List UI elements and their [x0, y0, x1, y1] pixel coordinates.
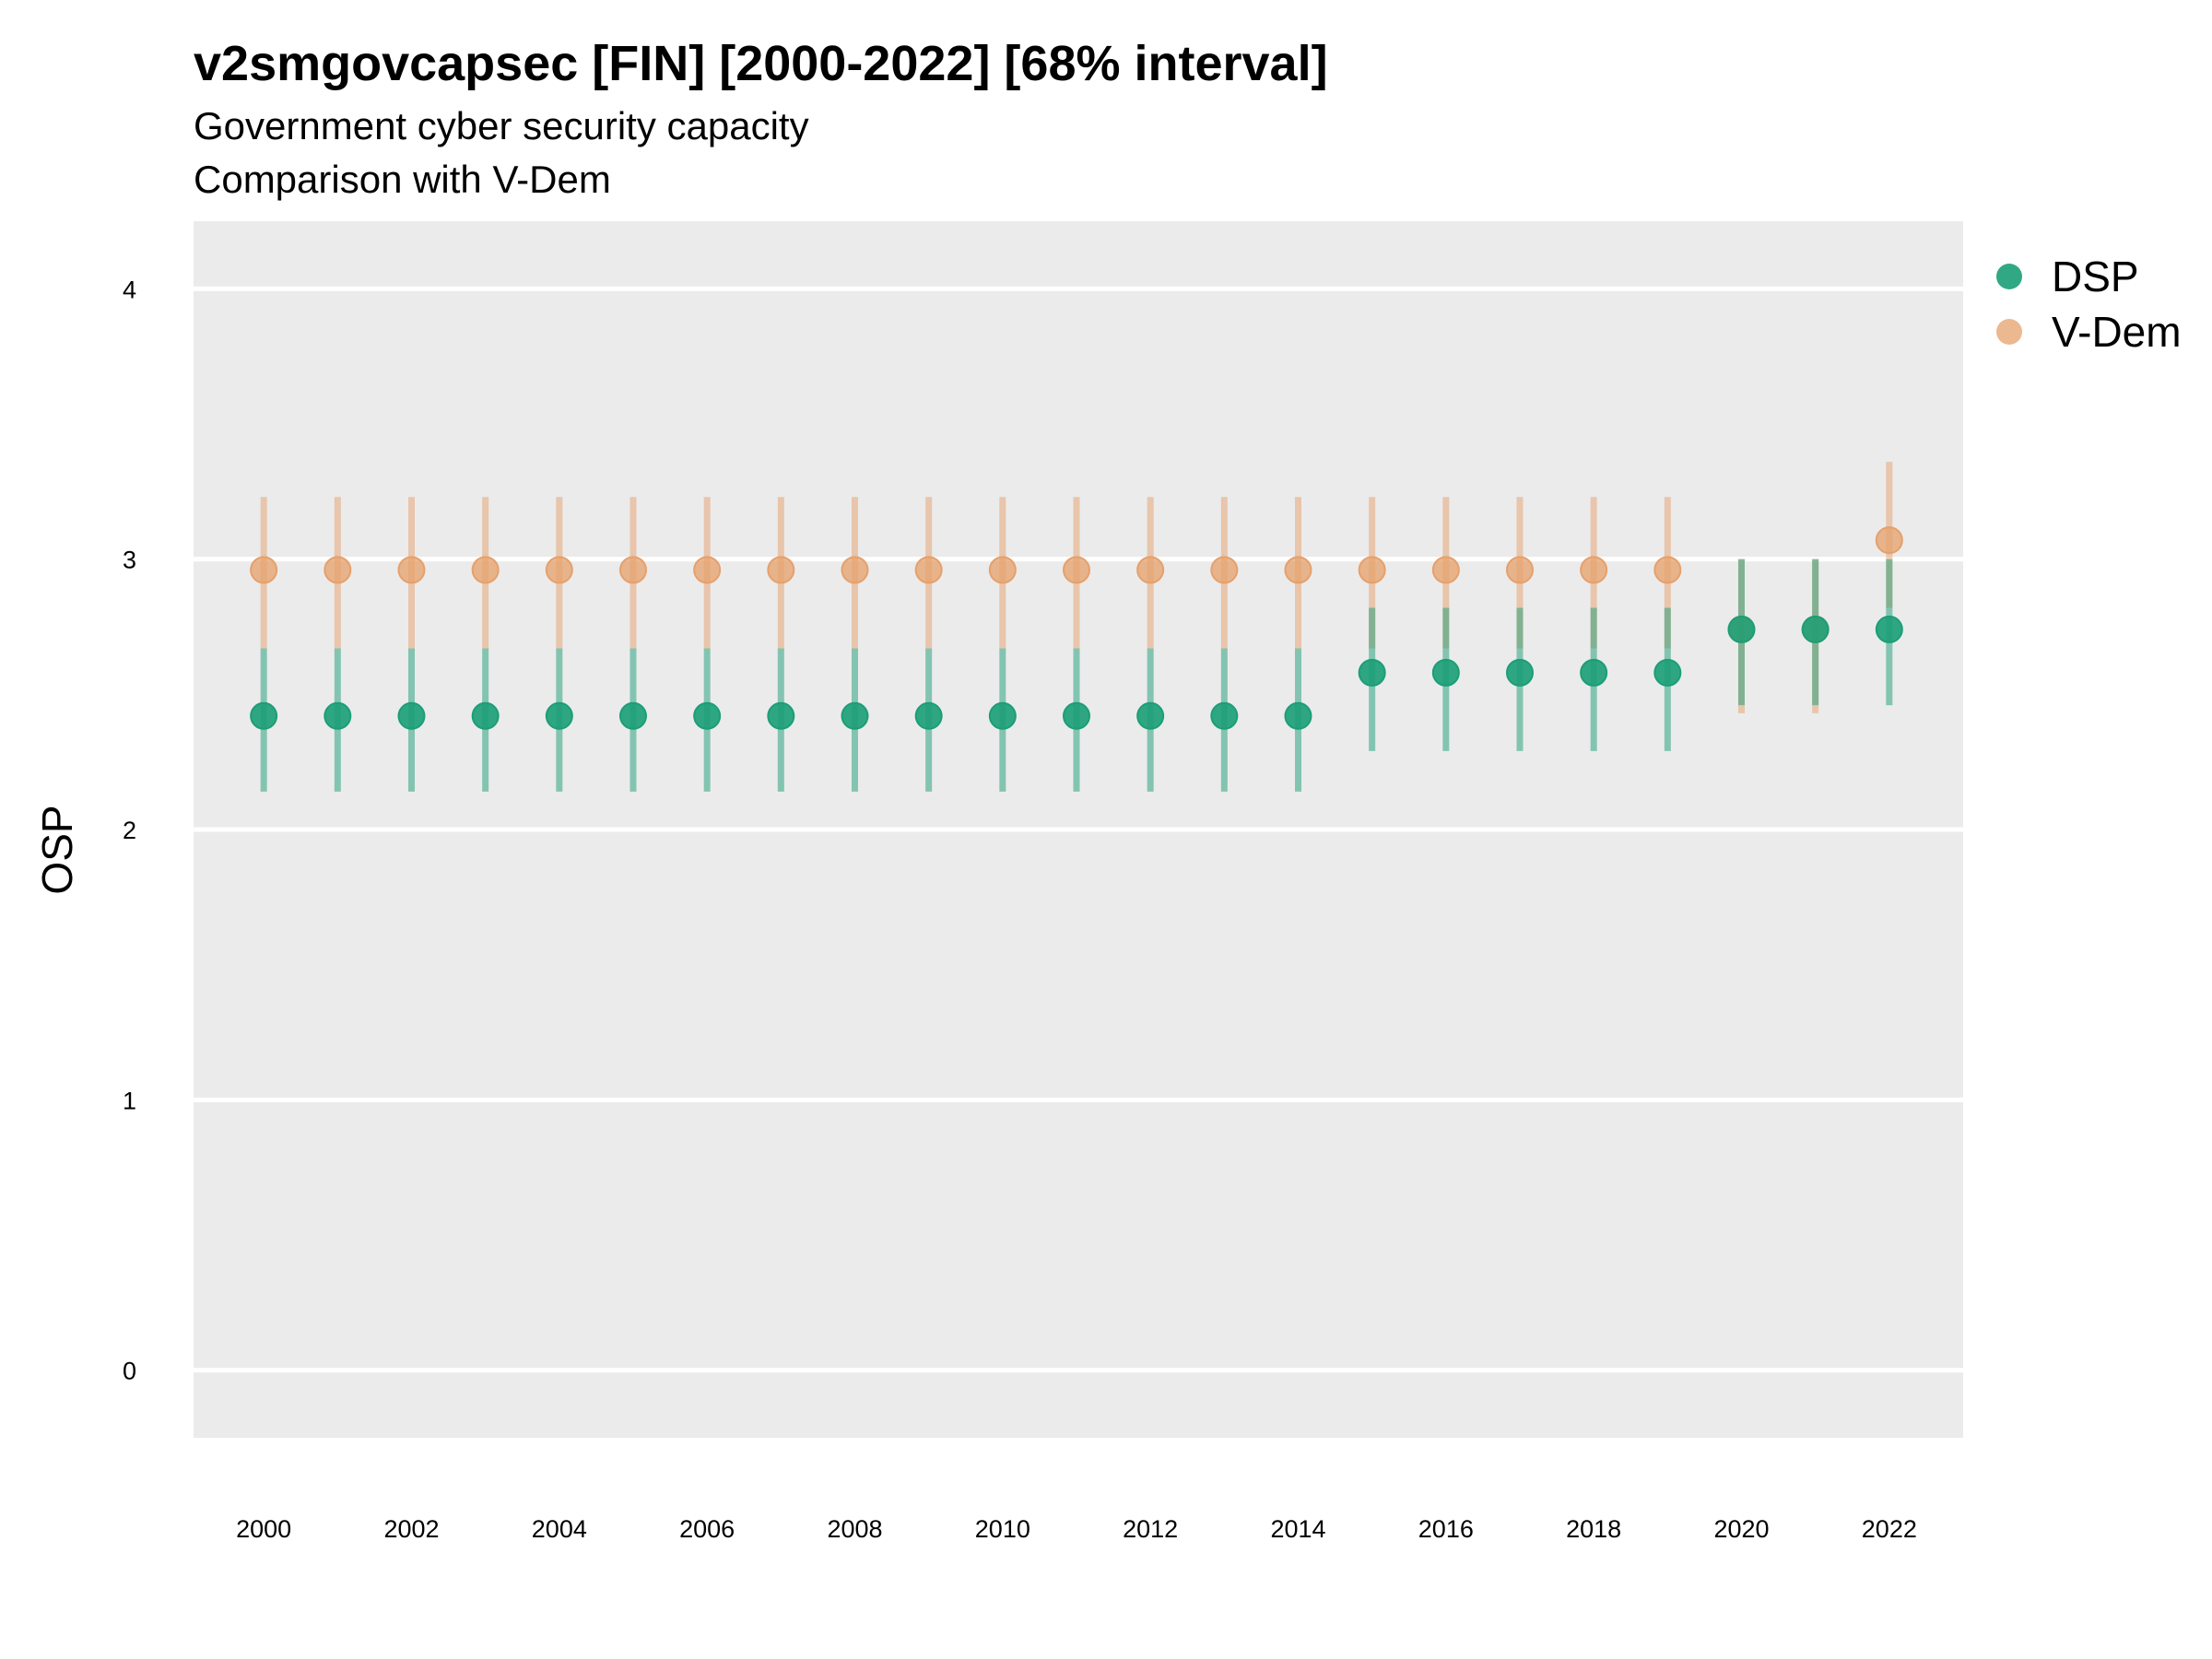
x-tick-label: 2008: [827, 1515, 882, 1543]
data-point: [767, 701, 795, 730]
legend: DSP V-Dem: [1996, 253, 2182, 356]
x-tick-label: 2012: [1123, 1515, 1178, 1543]
data-point: [1505, 556, 1534, 584]
data-point: [988, 556, 1017, 584]
y-tick-label: 2: [123, 817, 136, 844]
y-tick-labels: 0 1 2 3 4: [123, 276, 136, 1384]
data-point: [1653, 658, 1682, 687]
data-point: [324, 556, 352, 584]
x-tick-label: 2022: [1862, 1515, 1917, 1543]
x-tick-label: 2004: [532, 1515, 587, 1543]
data-point: [545, 556, 573, 584]
data-point: [397, 556, 426, 584]
y-tick-label: 3: [123, 547, 136, 574]
data-point: [914, 701, 943, 730]
y-tick-label: 1: [123, 1087, 136, 1114]
chart-subtitle-2: Comparison with V-Dem: [194, 158, 611, 201]
data-point: [1136, 701, 1165, 730]
data-point: [1727, 615, 1756, 643]
data-point: [1431, 556, 1460, 584]
x-tick-label: 2000: [236, 1515, 291, 1543]
data-point: [1210, 556, 1239, 584]
data-point: [1284, 556, 1312, 584]
data-point: [397, 701, 426, 730]
legend-marker: [1996, 319, 2022, 345]
x-tick-label: 2014: [1270, 1515, 1325, 1543]
data-point: [618, 556, 647, 584]
data-point: [618, 701, 647, 730]
legend-label: DSP: [2052, 253, 2139, 300]
data-point: [1210, 701, 1239, 730]
y-axis-label: OSP: [33, 805, 81, 894]
data-point: [250, 556, 278, 584]
data-point: [693, 556, 722, 584]
data-point: [250, 701, 278, 730]
x-tick-label: 2006: [679, 1515, 735, 1543]
data-point: [1062, 701, 1090, 730]
data-point: [1358, 658, 1386, 687]
x-tick-label: 2002: [383, 1515, 439, 1543]
x-tick-labels: 2000 2002 2004 2006 2008 2010 2012 2014 2016 2018…: [236, 1515, 1917, 1543]
x-tick-label: 2016: [1418, 1515, 1474, 1543]
data-point: [1136, 556, 1165, 584]
data-point: [841, 701, 869, 730]
x-tick-label: 2018: [1566, 1515, 1621, 1543]
data-point: [1580, 556, 1608, 584]
data-point: [1358, 556, 1386, 584]
y-tick-label: 4: [123, 276, 136, 303]
y-tick-label: 0: [123, 1358, 136, 1385]
data-point: [841, 556, 869, 584]
data-point: [1653, 556, 1682, 584]
x-tick-label: 2010: [975, 1515, 1030, 1543]
chart-subtitle: Government cyber security capacity: [194, 104, 809, 147]
data-points: [250, 526, 1903, 730]
legend-marker: [1996, 264, 2022, 289]
data-point: [1062, 556, 1090, 584]
data-point: [1580, 658, 1608, 687]
data-point: [693, 701, 722, 730]
x-tick-label: 2020: [1713, 1515, 1769, 1543]
data-point: [1431, 658, 1460, 687]
data-point: [471, 701, 500, 730]
data-point: [988, 701, 1017, 730]
data-point: [324, 701, 352, 730]
data-point: [767, 556, 795, 584]
data-point: [1801, 615, 1830, 643]
legend-label: V-Dem: [2052, 308, 2182, 356]
data-point: [914, 556, 943, 584]
data-point: [1505, 658, 1534, 687]
data-point: [1284, 701, 1312, 730]
data-point: [471, 556, 500, 584]
data-point: [1875, 526, 1903, 555]
chart-title: v2smgovcapsec [FIN] [2000-2022] [68% int…: [194, 36, 1328, 91]
data-point: [1875, 615, 1903, 643]
data-point: [545, 701, 573, 730]
